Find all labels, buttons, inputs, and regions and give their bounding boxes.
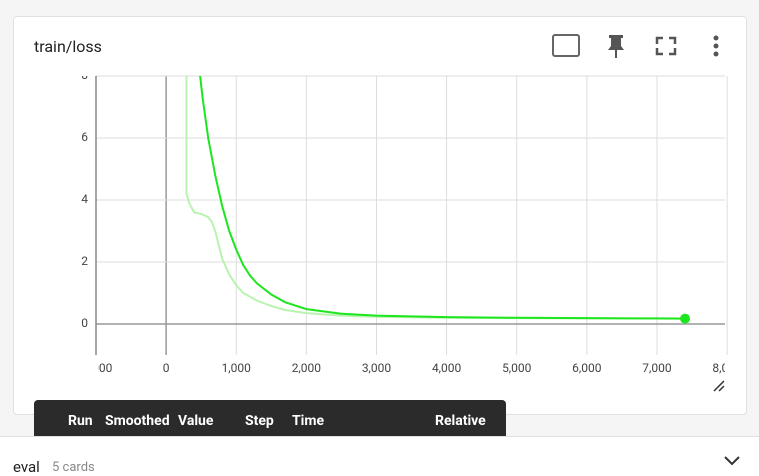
y-tick-label: 8 (81, 68, 88, 82)
card-title: train/loss (34, 37, 102, 56)
footer: eval 5 cards (0, 436, 759, 476)
x-tick-label: 5,000 (502, 361, 532, 375)
fit-icon[interactable] (552, 34, 580, 57)
footer-count: 5 cards (52, 460, 95, 475)
y-tick-label: 0 (81, 316, 88, 330)
footer-title: eval (13, 458, 40, 476)
tooltip-header: Run (68, 413, 93, 429)
x-tick-label: 6,000 (572, 361, 602, 375)
x-tick-label: 7,000 (642, 361, 672, 375)
menu-icon[interactable] (713, 35, 719, 57)
tooltip-header: Time (292, 413, 325, 429)
x-tick-label: 8,000 (712, 361, 742, 375)
x-tick-label: 3,000 (362, 361, 392, 375)
x-tick-label: 0 (163, 361, 170, 375)
x-tick-label: 1,000 (222, 361, 252, 375)
y-tick-label: 4 (81, 192, 88, 206)
x-tick-label: 2,000 (292, 361, 322, 375)
hover-point (680, 313, 691, 324)
x-tick-label: 4,000 (432, 361, 462, 375)
series-line (185, 76, 686, 320)
tooltip-header: Step (245, 413, 274, 429)
tooltip-header: Value (178, 413, 214, 429)
series-line (199, 76, 686, 320)
tooltip-header: Smoothed (105, 413, 170, 429)
card (13, 16, 747, 415)
tooltip-header: Relative (435, 413, 486, 429)
x-tick-label: -1,000 (80, 361, 113, 375)
y-tick-label: 6 (81, 130, 88, 144)
expand-icon[interactable] (722, 451, 742, 471)
pin-icon[interactable] (608, 35, 624, 58)
fullscreen-icon[interactable] (655, 36, 677, 56)
y-tick-label: 2 (81, 254, 88, 268)
resize-handle[interactable] (713, 380, 725, 392)
